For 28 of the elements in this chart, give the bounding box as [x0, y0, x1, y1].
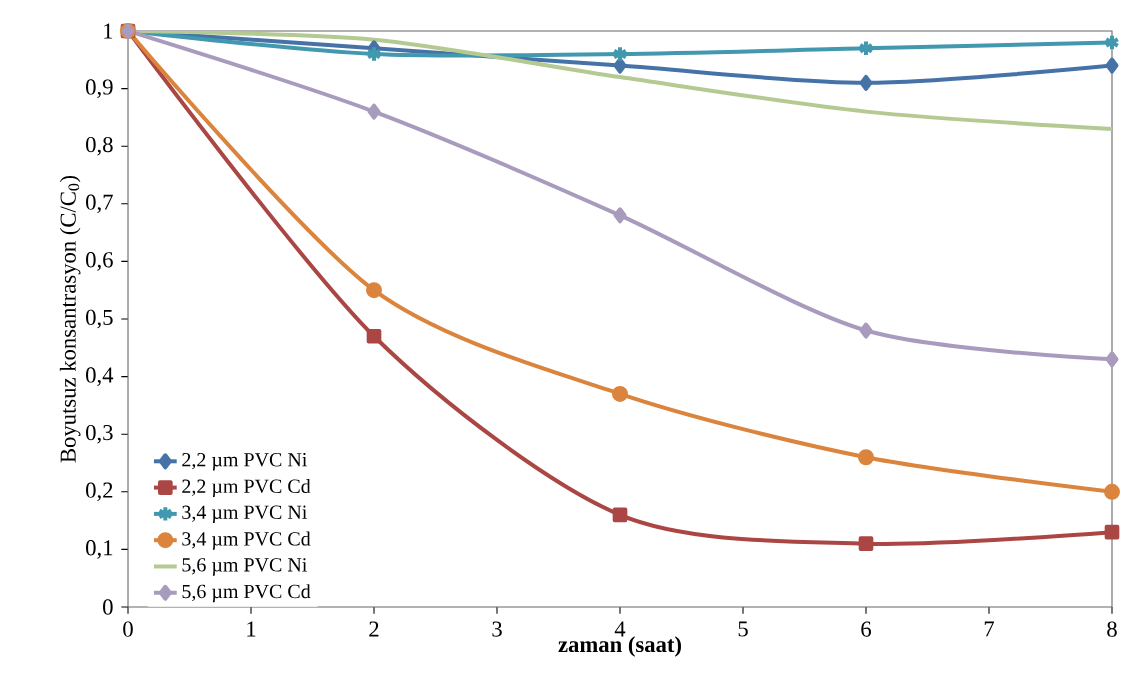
- x-tick-label: 8: [1107, 621, 1117, 637]
- x-tick-label: 7: [984, 621, 995, 637]
- legend-label: 3,4 µm PVC Ni: [182, 505, 307, 524]
- x-tick-label: 5: [738, 621, 748, 637]
- y-tick-label: 0,5: [86, 309, 113, 329]
- y-tick-label: 0,2: [86, 482, 113, 502]
- legend-label: 2,2 µm PVC Cd: [182, 478, 311, 498]
- x-axis-title: zaman (saat): [558, 636, 681, 657]
- x-tick-label: 1: [247, 621, 256, 637]
- x-tick-label: 0: [123, 621, 133, 637]
- y-axis-title: Boyutsuz konsantrasyon (C/C$_{0}$): [59, 175, 81, 463]
- y-tick-label: 1: [104, 23, 113, 39]
- x-tick-label: 4: [614, 621, 626, 637]
- x-tick-label: 2: [369, 621, 379, 637]
- legend-label: 3,4 µm PVC Cd: [182, 531, 311, 550]
- y-tick-label: 0,3: [86, 424, 113, 444]
- y-tick-label: 0,1: [86, 540, 113, 559]
- y-tick-label: 0,4: [86, 367, 114, 386]
- legend-label: 5,6 µm PVC Cd: [182, 584, 311, 603]
- y-tick-label: 0,8: [86, 136, 113, 156]
- x-tick-label: 6: [861, 621, 871, 637]
- y-tick-label: 0,7: [86, 194, 113, 214]
- legend-label: 2,2 µm PVC Ni: [182, 452, 307, 471]
- legend-label: 5,6 µm PVC Ni: [182, 558, 307, 576]
- y-tick-label: 0,6: [86, 252, 113, 271]
- y-tick-label: 0: [103, 599, 113, 615]
- y-tick-label: 0,9: [86, 79, 113, 98]
- x-tick-label: 3: [492, 621, 502, 637]
